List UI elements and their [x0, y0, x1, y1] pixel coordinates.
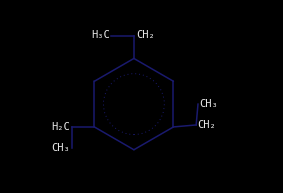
- Text: CH₂: CH₂: [136, 30, 155, 40]
- Text: CH₂: CH₂: [198, 120, 216, 130]
- Text: CH₃: CH₃: [51, 143, 70, 153]
- Text: H₃C: H₃C: [91, 30, 110, 40]
- Text: CH₃: CH₃: [200, 99, 218, 109]
- Text: H₂C: H₂C: [51, 122, 70, 132]
